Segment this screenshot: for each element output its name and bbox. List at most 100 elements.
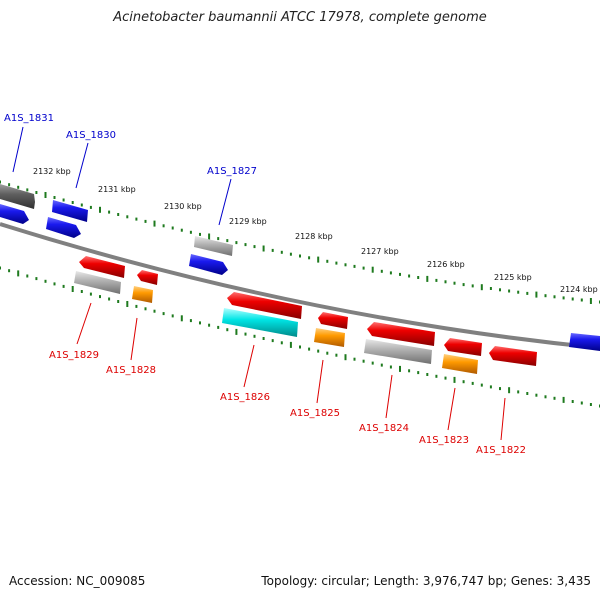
minor-tick [8, 269, 11, 273]
minor-tick [453, 281, 456, 285]
minor-tick [235, 241, 238, 245]
gene-arrow-red[interactable] [137, 270, 158, 285]
minor-tick [108, 210, 111, 214]
minor-tick [489, 287, 492, 290]
gene-box-cyan[interactable] [222, 308, 298, 337]
minor-tick [217, 237, 220, 241]
gene-box-gray[interactable] [194, 236, 233, 256]
scale-label-2131: 2131 kbp [98, 185, 136, 194]
gene-label-a1s-1826[interactable]: A1S_1826 [220, 392, 270, 403]
major-tick [371, 266, 374, 273]
minor-tick [299, 254, 301, 258]
gene-arrow-red[interactable] [227, 292, 302, 319]
major-tick [17, 270, 20, 277]
minor-tick [462, 380, 465, 384]
minor-tick [580, 401, 583, 405]
gene-label-a1s-1823[interactable]: A1S_1823 [419, 435, 469, 446]
major-tick [262, 245, 265, 252]
minor-tick [108, 297, 111, 301]
inner-tick-row [0, 266, 600, 408]
gene-label-a1s-1824[interactable]: A1S_1824 [359, 423, 409, 434]
minor-tick [344, 263, 347, 267]
gene-arrow-blue[interactable] [0, 204, 29, 224]
minor-tick [280, 341, 283, 345]
minor-tick [26, 274, 29, 278]
minor-tick [317, 349, 320, 353]
minor-tick [71, 201, 74, 204]
gene-arrow-blue[interactable] [189, 254, 228, 275]
minor-tick [153, 309, 156, 313]
minor-tick [335, 353, 338, 357]
major-tick [508, 387, 511, 394]
gene-arrow-red[interactable] [444, 338, 482, 356]
scale-label-2125: 2125 kbp [494, 273, 532, 282]
gene-arrow-red[interactable] [318, 312, 348, 329]
minor-tick [53, 282, 56, 286]
major-tick [562, 396, 565, 403]
minor-tick [271, 339, 274, 343]
minor-tick [35, 191, 38, 194]
minor-tick [199, 321, 201, 325]
gene-label-a1s-1825[interactable]: A1S_1825 [290, 408, 340, 419]
minor-tick [144, 307, 147, 311]
minor-tick [335, 261, 338, 265]
scale-label-2124: 2124 kbp [560, 285, 598, 294]
minor-tick [135, 304, 138, 308]
gene-box-orange[interactable] [314, 328, 345, 347]
gene-label-a1s-1822[interactable]: A1S_1822 [476, 445, 526, 456]
minor-tick [508, 289, 511, 293]
gene-box-gray[interactable] [74, 271, 121, 294]
minor-tick [280, 250, 283, 254]
minor-tick [0, 180, 1, 184]
minor-tick [35, 277, 38, 281]
forward-strand-features [0, 184, 600, 351]
gene-arrow-dark[interactable] [0, 184, 35, 209]
minor-tick [189, 319, 192, 323]
minor-tick [8, 183, 11, 187]
gene-box-blue[interactable] [569, 333, 600, 351]
gene-label-a1s-1830[interactable]: A1S_1830 [66, 130, 116, 141]
minor-tick [226, 328, 229, 332]
minor-tick [553, 396, 556, 400]
minor-tick [299, 345, 301, 349]
minor-tick [535, 393, 538, 397]
gene-box-orange[interactable] [442, 354, 478, 374]
minor-tick [308, 347, 311, 351]
minor-tick [408, 369, 411, 373]
gene-arrow-red[interactable] [489, 346, 537, 366]
minor-tick [435, 278, 438, 282]
gene-box-blue[interactable] [52, 200, 88, 222]
gene-label-a1s-1827[interactable]: A1S_1827 [207, 166, 257, 177]
minor-tick [544, 395, 547, 399]
gene-label-a1s-1828[interactable]: A1S_1828 [106, 365, 156, 376]
gene-arrow-red[interactable] [79, 256, 125, 278]
minor-tick [362, 359, 365, 363]
gene-arrow-blue[interactable] [46, 217, 81, 238]
minor-tick [399, 272, 401, 276]
minor-tick [389, 365, 392, 369]
major-tick [480, 284, 483, 291]
minor-tick [480, 383, 483, 387]
minor-tick [44, 279, 47, 283]
minor-tick [499, 387, 501, 391]
major-tick [99, 206, 101, 213]
gene-arrow-red[interactable] [367, 322, 435, 346]
scale-label-2126: 2126 kbp [427, 260, 465, 269]
minor-tick [435, 374, 438, 378]
minor-tick [244, 243, 247, 247]
minor-tick [553, 295, 556, 299]
gene-label-a1s-1829[interactable]: A1S_1829 [49, 350, 99, 361]
minor-tick [571, 400, 574, 403]
forward-gene-labels: A1S_1831 A1S_1830 A1S_1827 [4, 113, 257, 177]
gene-box-gray[interactable] [364, 339, 432, 364]
gene-label-a1s-1831[interactable]: A1S_1831 [4, 113, 54, 124]
minor-tick [526, 392, 529, 395]
minor-tick [362, 266, 365, 270]
reverse-gene-labels: A1S_1829 A1S_1828 A1S_1826 A1S_1825 A1S_… [49, 350, 526, 456]
minor-tick [517, 390, 520, 394]
minor-tick [271, 248, 274, 252]
minor-tick [53, 196, 56, 199]
minor-tick [353, 357, 356, 361]
minor-tick [589, 403, 592, 406]
gene-box-orange[interactable] [132, 286, 153, 303]
